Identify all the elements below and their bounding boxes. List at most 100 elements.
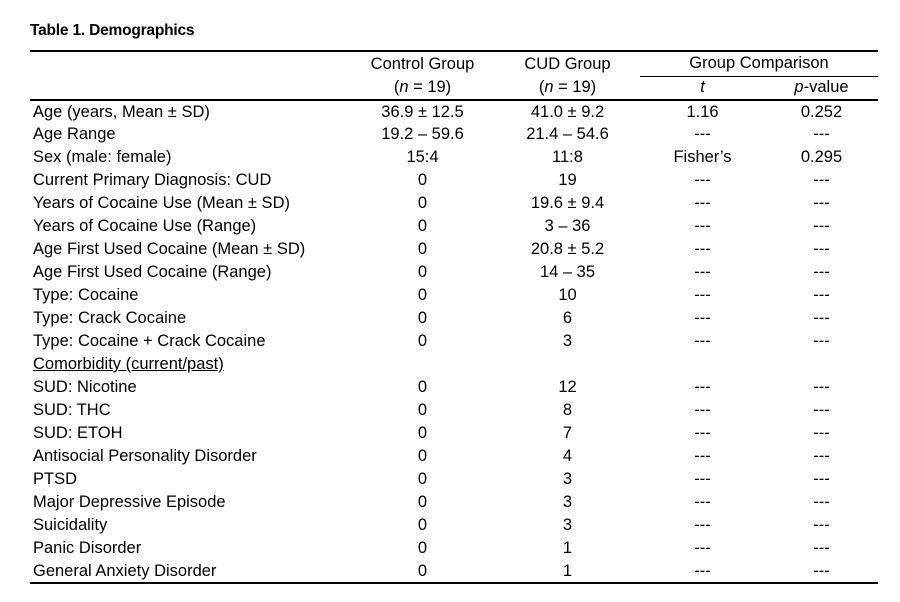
cell-t: --- — [694, 194, 711, 213]
cell-t: --- — [694, 217, 711, 236]
cell-control: 0 — [417, 493, 428, 512]
cell-t: --- — [694, 309, 711, 328]
cell-p: --- — [813, 561, 830, 580]
row-label: Age First Used Cocaine (Range) — [33, 263, 272, 282]
cell-cud: 3 — [562, 470, 573, 489]
cell-p: --- — [813, 378, 830, 397]
cell-cud: 1 — [562, 539, 573, 558]
cell-control: 0 — [417, 194, 428, 213]
row-label: SUD: Nicotine — [33, 378, 137, 397]
cell-cud: 41.0 ± 9.2 — [530, 102, 605, 121]
cell-p — [765, 353, 878, 376]
cell-p: --- — [813, 286, 830, 305]
cell-cud: 11:8 — [552, 148, 583, 167]
cell-t — [640, 353, 765, 376]
cell-p: --- — [813, 217, 830, 236]
cell-t: --- — [694, 263, 711, 282]
cell-t: --- — [694, 378, 711, 397]
cell-cud: 19 — [558, 171, 577, 190]
cell-control: 0 — [417, 263, 428, 282]
cell-cud — [495, 353, 640, 376]
col-subheader-p: p-value — [765, 76, 878, 100]
cell-p: 0.295 — [800, 148, 843, 167]
cell-t: --- — [694, 561, 711, 580]
header-row-groups: Control Group CUD Group Group Comparison — [30, 51, 878, 77]
cell-cud: 4 — [562, 447, 573, 466]
table-row: Type: Crack Cocaine 0 6 --- --- — [30, 307, 878, 330]
cell-control: 0 — [417, 240, 428, 259]
cell-t: --- — [694, 470, 711, 489]
table-row: Panic Disorder 0 1 --- --- — [30, 537, 878, 560]
cell-control: 0 — [417, 424, 428, 443]
demographics-table: Control Group CUD Group Group Comparison… — [30, 50, 878, 584]
p-suffix: -value — [803, 78, 849, 97]
table-row: SUD: ETOH 0 7 --- --- — [30, 422, 878, 445]
cell-control: 0 — [417, 332, 428, 351]
cell-cud: 19.6 ± 9.4 — [530, 194, 605, 213]
cell-p: --- — [813, 539, 830, 558]
cell-cud: 20.8 ± 5.2 — [530, 240, 605, 259]
cell-cud: 3 — [562, 493, 573, 512]
row-label: Type: Cocaine — [33, 286, 139, 305]
cell-p: --- — [813, 171, 830, 190]
cell-p: --- — [813, 125, 830, 144]
header-empty-cell — [30, 76, 350, 100]
row-label: Age First Used Cocaine (Mean ± SD) — [33, 240, 306, 259]
cell-p: --- — [813, 424, 830, 443]
cell-cud: 12 — [558, 378, 577, 397]
cell-control: 0 — [417, 470, 428, 489]
cell-control: 0 — [417, 378, 428, 397]
cell-cud: 8 — [562, 401, 573, 420]
cell-t: --- — [694, 125, 711, 144]
table-row: Years of Cocaine Use (Mean ± SD) 0 19.6 … — [30, 192, 878, 215]
row-label: Sex (male: female) — [33, 148, 172, 167]
row-label: Suicidality — [33, 516, 108, 535]
cell-p: --- — [813, 447, 830, 466]
p-symbol: p — [794, 78, 804, 97]
cell-control: 15:4 — [406, 148, 439, 167]
cell-cud: 7 — [562, 424, 573, 443]
cell-control: 0 — [417, 516, 428, 535]
table-row: PTSD 0 3 --- --- — [30, 468, 878, 491]
table-title: Table 1. Demographics — [30, 22, 195, 39]
cell-p: --- — [813, 401, 830, 420]
cell-p: --- — [813, 493, 830, 512]
cell-control: 0 — [417, 447, 428, 466]
cell-cud: 3 — [562, 516, 573, 535]
col-subheader-control-n: (n = 19) — [350, 76, 495, 100]
cell-cud: 10 — [558, 286, 577, 305]
row-label: SUD: ETOH — [33, 424, 123, 443]
row-label: Years of Cocaine Use (Range) — [33, 217, 257, 236]
document-page: Table 1. Demographics Control Group CUD … — [30, 22, 878, 584]
cell-t: --- — [694, 424, 711, 443]
cell-control: 0 — [417, 401, 428, 420]
row-label: Age Range — [33, 125, 116, 144]
cell-cud: 1 — [562, 561, 573, 580]
table-row: SUD: Nicotine 0 12 --- --- — [30, 376, 878, 399]
row-label: Years of Cocaine Use (Mean ± SD) — [33, 194, 290, 213]
cell-p: --- — [813, 309, 830, 328]
n-prefix: ( — [393, 78, 400, 97]
table-row: Suicidality 0 3 --- --- — [30, 514, 878, 537]
cell-control: 0 — [417, 539, 428, 558]
table-row: Type: Cocaine + Crack Cocaine 0 3 --- --… — [30, 330, 878, 353]
cell-t: --- — [694, 332, 711, 351]
n-suffix: = 19) — [553, 78, 597, 97]
table-row: Age (years, Mean ± SD) 36.9 ± 12.5 41.0 … — [30, 100, 878, 123]
table-header: Control Group CUD Group Group Comparison… — [30, 51, 878, 100]
cell-p: --- — [813, 263, 830, 282]
header-row-sub: (n = 19) (n = 19) t p-value — [30, 76, 878, 100]
table-row: SUD: THC 0 8 --- --- — [30, 399, 878, 422]
row-label: Type: Cocaine + Crack Cocaine — [33, 332, 266, 351]
table-body: Age (years, Mean ± SD) 36.9 ± 12.5 41.0 … — [30, 100, 878, 583]
cell-p: --- — [813, 470, 830, 489]
cell-p: --- — [813, 240, 830, 259]
row-label: SUD: THC — [33, 401, 111, 420]
col-subheader-cud-n: (n = 19) — [495, 76, 640, 100]
cell-t: --- — [694, 516, 711, 535]
table-row: Age Range 19.2 – 59.6 21.4 – 54.6 --- --… — [30, 123, 878, 146]
row-label: Panic Disorder — [33, 539, 142, 558]
cell-t: --- — [694, 539, 711, 558]
row-label: Current Primary Diagnosis: CUD — [33, 171, 272, 190]
t-symbol: t — [700, 78, 705, 97]
